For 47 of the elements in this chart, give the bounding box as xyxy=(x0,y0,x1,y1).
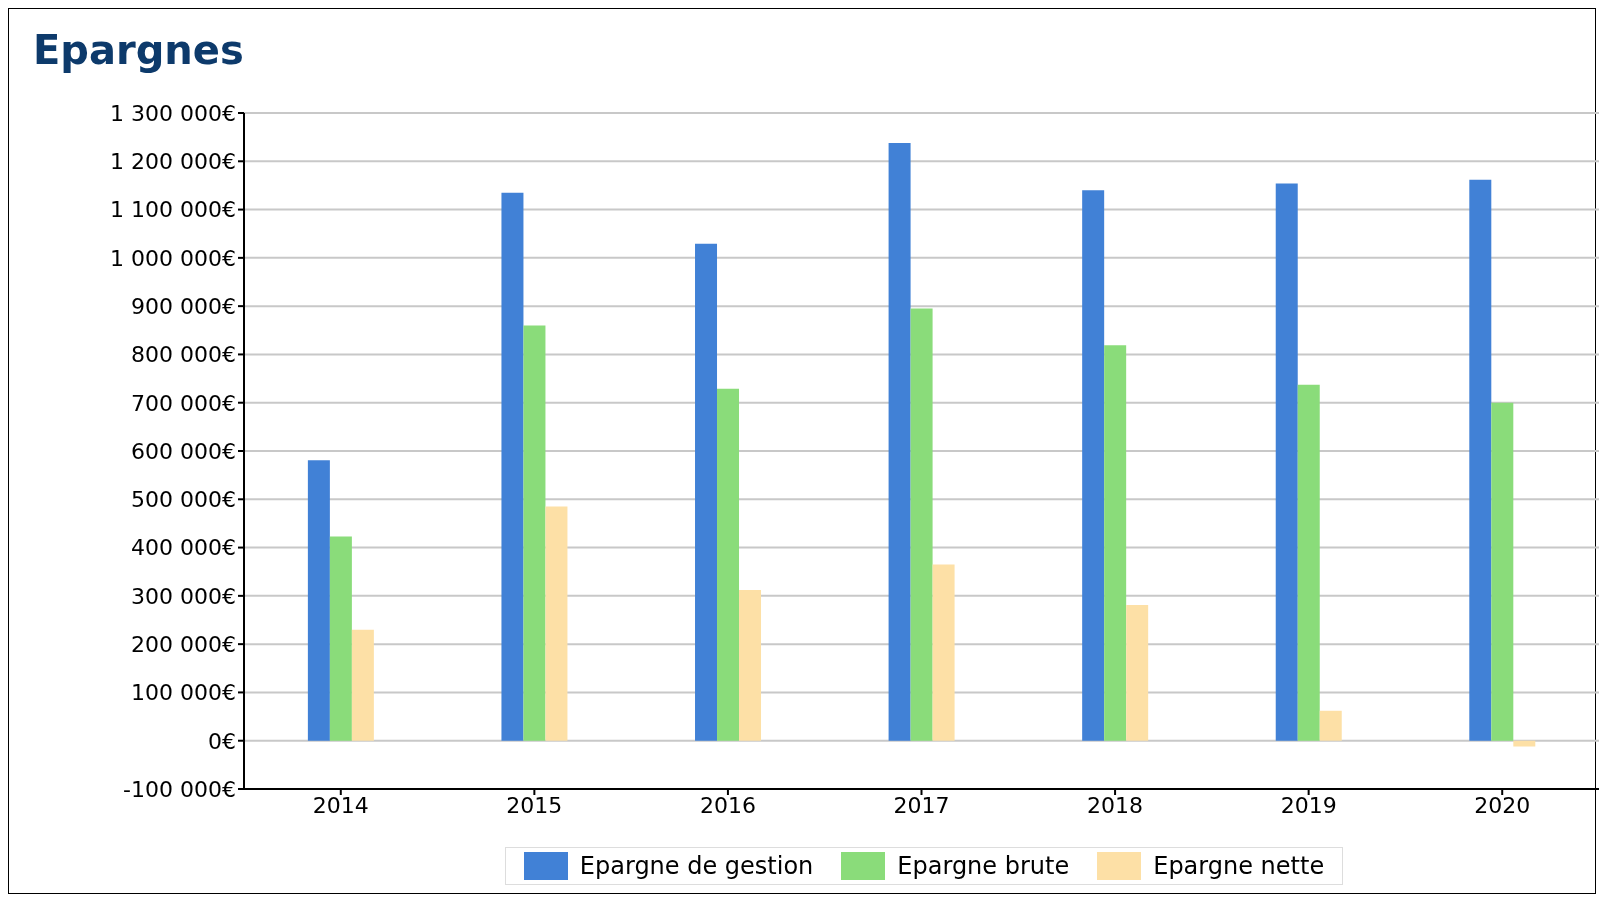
bar xyxy=(307,460,330,741)
bar xyxy=(523,325,546,741)
y-tick-label: 900 000€ xyxy=(131,293,236,319)
bar xyxy=(739,590,762,741)
y-tick-label: 500 000€ xyxy=(131,487,236,513)
bar xyxy=(1126,605,1149,741)
bar xyxy=(1104,345,1127,741)
y-tick-label: 1 100 000€ xyxy=(110,197,236,223)
y-tick-label: 200 000€ xyxy=(131,631,236,657)
y-tick-label: 1 000 000€ xyxy=(110,245,236,271)
legend-label: Epargne brute xyxy=(897,852,1070,880)
legend-label: Epargne de gestion xyxy=(579,852,814,880)
x-tick-label: 2016 xyxy=(699,792,756,818)
y-tick-label: 100 000€ xyxy=(131,680,236,706)
bar xyxy=(888,142,911,741)
bar xyxy=(545,506,568,741)
bar xyxy=(1513,740,1536,747)
x-tick-label: 2017 xyxy=(893,792,950,818)
bar xyxy=(932,564,955,741)
bar xyxy=(910,308,933,741)
bar xyxy=(1491,402,1514,741)
bar xyxy=(1082,190,1105,741)
bar xyxy=(329,536,352,741)
y-tick-label: 700 000€ xyxy=(131,390,236,416)
bar xyxy=(717,388,740,741)
y-tick-label: 1 300 000€ xyxy=(110,100,236,126)
chart-title: Epargnes xyxy=(33,27,244,73)
y-tick-label: 600 000€ xyxy=(131,438,236,464)
y-tick-label: 0€ xyxy=(208,728,236,754)
x-tick-label: 2020 xyxy=(1474,792,1531,818)
legend-label: Epargne nette xyxy=(1153,852,1325,880)
x-tick-label: 2018 xyxy=(1087,792,1144,818)
y-tick-label: -100 000€ xyxy=(123,776,236,802)
x-tick-label: 2019 xyxy=(1280,792,1337,818)
x-tick-label: 2015 xyxy=(506,792,563,818)
bar xyxy=(695,243,718,741)
bar xyxy=(1297,384,1320,741)
bar xyxy=(1469,179,1492,741)
y-tick-label: 300 000€ xyxy=(131,583,236,609)
y-tick-label: 800 000€ xyxy=(131,342,236,368)
x-tick-label: 2014 xyxy=(312,792,369,818)
y-tick-label: 1 200 000€ xyxy=(110,149,236,175)
bar xyxy=(501,192,524,741)
bar xyxy=(351,629,374,741)
bar xyxy=(1275,183,1298,741)
bar xyxy=(1319,710,1342,741)
y-tick-label: 400 000€ xyxy=(131,535,236,561)
